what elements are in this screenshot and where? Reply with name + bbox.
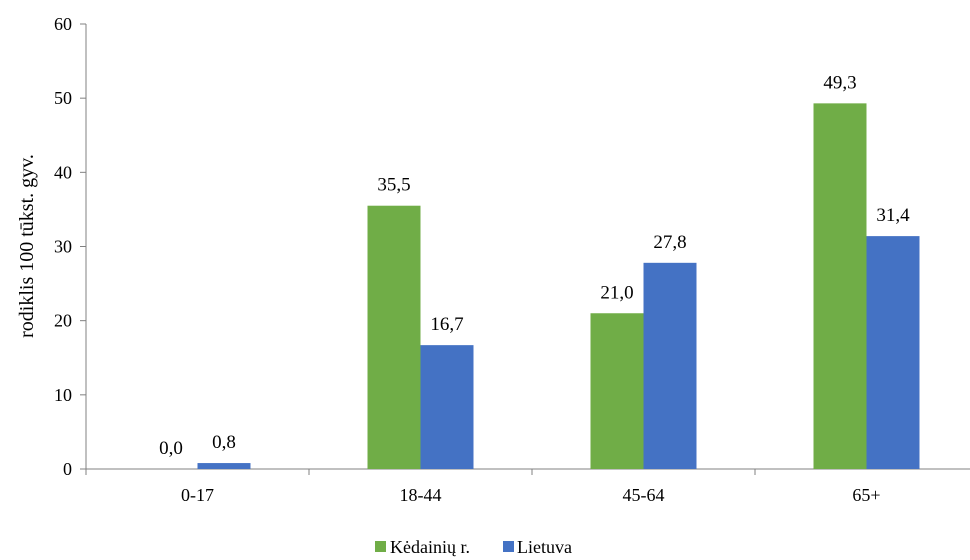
x-tick-label: 0-17 bbox=[181, 485, 214, 505]
legend-label-lietuva: Lietuva bbox=[517, 537, 572, 557]
y-axis-title: rodiklis 100 tūkst. gyv. bbox=[16, 154, 38, 338]
bar bbox=[420, 345, 474, 469]
bar bbox=[866, 236, 920, 469]
data-label: 35,5 bbox=[377, 175, 410, 196]
y-tick-label: 10 bbox=[54, 385, 72, 405]
bars bbox=[197, 103, 920, 470]
y-tick-label: 50 bbox=[54, 88, 72, 108]
data-label: 27,8 bbox=[653, 232, 686, 253]
bar bbox=[367, 205, 421, 470]
data-label: 49,3 bbox=[823, 72, 856, 93]
bar bbox=[197, 463, 251, 469]
y-ticks: 0 10 20 30 40 50 60 bbox=[54, 14, 86, 479]
x-tick-label: 65+ bbox=[852, 485, 880, 505]
legend: Kėdainių r. Lietuva bbox=[375, 537, 572, 557]
y-tick-label: 20 bbox=[54, 311, 72, 331]
bar bbox=[643, 262, 697, 469]
data-label: 31,4 bbox=[876, 205, 910, 226]
data-label: 21,0 bbox=[600, 282, 633, 303]
x-tick-label: 45-64 bbox=[623, 485, 665, 505]
data-labels: 0,0 0,8 35,5 16,7 21,0 27,8 49,3 31,4 bbox=[159, 72, 910, 459]
bar bbox=[813, 103, 867, 469]
legend-swatch-lietuva bbox=[503, 541, 514, 552]
y-tick-label: 30 bbox=[54, 237, 72, 257]
data-label: 16,7 bbox=[430, 314, 463, 335]
legend-swatch-kedainiai bbox=[375, 541, 386, 552]
data-label: 0,0 bbox=[159, 438, 183, 459]
bar bbox=[590, 313, 644, 469]
x-ticks: 0-17 18-44 45-64 65+ bbox=[85, 469, 881, 505]
y-tick-label: 0 bbox=[63, 459, 72, 479]
x-tick-label: 18-44 bbox=[400, 485, 442, 505]
y-tick-label: 40 bbox=[54, 162, 72, 182]
data-label: 0,8 bbox=[212, 432, 236, 453]
y-tick-label: 60 bbox=[54, 14, 72, 34]
legend-label-kedainiai: Kėdainių r. bbox=[390, 537, 470, 557]
